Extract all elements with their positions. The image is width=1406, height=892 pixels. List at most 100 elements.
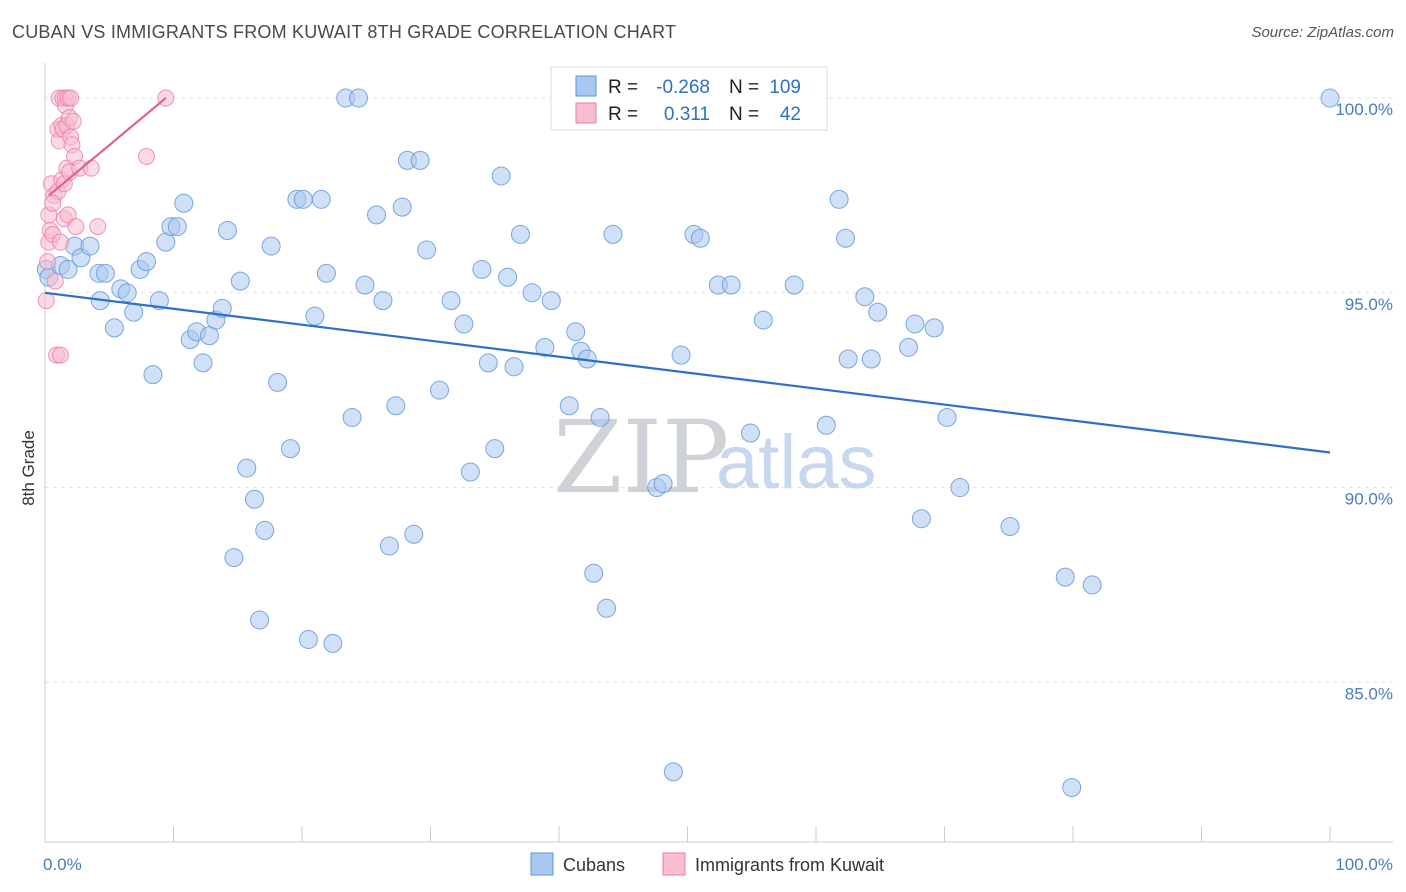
cubans-point-21 [174, 193, 194, 213]
cubans-point-73 [566, 322, 586, 342]
x-tick-label-min: 0.0% [43, 855, 82, 874]
cubans-point-91 [816, 415, 836, 435]
bottom-legend-swatch-kuwait [662, 852, 686, 876]
cubans-point-58 [429, 380, 449, 400]
legend-r-value-kuwait: 0.311 [664, 104, 710, 125]
trend-lines [44, 97, 1331, 454]
y-tick-label-90: 90.0% [1345, 490, 1393, 509]
cubans-point-99 [905, 314, 925, 334]
cubans-point-6 [80, 236, 100, 256]
cubans-point-107 [1082, 575, 1102, 595]
cubans-point-46 [342, 407, 362, 427]
kuwait-point-33 [64, 112, 82, 130]
cubans-point-10 [104, 318, 124, 338]
kuwait-point-38 [89, 218, 107, 236]
cubans-point-17 [149, 291, 169, 311]
cubans-point-31 [237, 458, 257, 478]
cubans-point-85 [690, 228, 710, 248]
kuwait-point-35 [67, 218, 85, 236]
cubans-point-95 [855, 287, 875, 307]
y-axis-label: 8th Grade [19, 430, 38, 506]
cubans-point-40 [298, 629, 318, 649]
cubans-point-76 [584, 563, 604, 583]
cubans-point-90 [784, 275, 804, 295]
cubans-point-57 [417, 240, 437, 260]
cubans-point-83 [671, 345, 691, 365]
y-tick-label-95: 95.0% [1345, 295, 1393, 314]
cubans-point-27 [212, 298, 232, 318]
cubans-trend-line [44, 291, 1331, 454]
cubans-point-59 [441, 291, 461, 311]
cubans-point-63 [478, 353, 498, 373]
legend-n-value-kuwait: 42 [780, 104, 801, 125]
kuwait-point-39 [138, 147, 156, 165]
cubans-point-88 [740, 423, 760, 443]
cubans-point-35 [261, 236, 281, 256]
kuwait-point-30 [62, 89, 80, 107]
legend-n-value-cubans: 109 [769, 77, 801, 98]
cubans-point-87 [721, 275, 741, 295]
y-tick-label-85: 85.0% [1345, 684, 1393, 703]
cubans-point-66 [498, 267, 518, 287]
kuwait-point-41 [44, 194, 62, 212]
kuwait-points [37, 89, 175, 364]
cubans-point-94 [838, 349, 858, 369]
cubans-point-24 [193, 353, 213, 373]
cubans-point-89 [753, 310, 773, 330]
cubans-point-70 [535, 337, 555, 357]
cubans-point-28 [217, 220, 237, 240]
cubans-point-67 [504, 357, 524, 377]
cubans-point-64 [485, 439, 505, 459]
kuwait-point-37 [82, 159, 100, 177]
cubans-point-78 [597, 598, 617, 618]
cubans-point-51 [379, 536, 399, 556]
cubans-point-98 [899, 337, 919, 357]
cubans-point-42 [311, 189, 331, 209]
cubans-point-15 [137, 252, 157, 272]
cubans-point-12 [117, 283, 137, 303]
kuwait-point-14 [51, 233, 69, 251]
legend-r-label-kuwait: R = [608, 104, 638, 125]
cubans-point-92 [829, 189, 849, 209]
kuwait-trend-line [48, 97, 167, 197]
cubans-point-104 [1000, 517, 1020, 537]
cubans-point-32 [244, 489, 264, 509]
legend-swatch-kuwait [575, 102, 597, 124]
cubans-point-50 [373, 291, 393, 311]
cubans-point-9 [95, 263, 115, 283]
cubans-point-16 [143, 365, 163, 385]
cubans-point-43 [316, 263, 336, 283]
watermark: ZIP atlas [553, 399, 877, 516]
watermark-zip: ZIP [553, 399, 729, 516]
cubans-point-13 [124, 302, 144, 322]
series-legend: Cubans Immigrants from Kuwait [530, 852, 884, 876]
cubans-point-34 [255, 520, 275, 540]
cubans-point-44 [323, 633, 343, 653]
cubans-point-39 [293, 189, 313, 209]
cubans-point-79 [603, 224, 623, 244]
watermark-atlas: atlas [716, 420, 877, 505]
cubans-point-77 [590, 407, 610, 427]
chart-title: CUBAN VS IMMIGRANTS FROM KUWAIT 8TH GRAD… [12, 22, 677, 42]
cubans-point-72 [559, 396, 579, 416]
cubans-point-56 [410, 150, 430, 170]
cubans-point-62 [472, 259, 492, 279]
cubans-point-20 [167, 217, 187, 237]
cubans-point-30 [230, 271, 250, 291]
cubans-point-53 [392, 197, 412, 217]
cubans-point-41 [305, 306, 325, 326]
correlation-legend: R = -0.268 N = 109 R = 0.311 N = 42 [550, 66, 828, 131]
cubans-point-3 [58, 259, 78, 279]
cubans-point-105 [1055, 567, 1075, 587]
cubans-point-55 [404, 524, 424, 544]
cubans-point-103 [950, 478, 970, 498]
cubans-point-60 [454, 314, 474, 334]
kuwait-point-1 [39, 253, 57, 271]
cubans-point-93 [836, 228, 856, 248]
cubans-point-106 [1062, 777, 1082, 797]
cubans-point-33 [250, 610, 270, 630]
source-label: Source: ZipAtlas.com [1251, 24, 1394, 41]
cubans-point-68 [510, 224, 530, 244]
cubans-point-108 [1320, 88, 1340, 108]
